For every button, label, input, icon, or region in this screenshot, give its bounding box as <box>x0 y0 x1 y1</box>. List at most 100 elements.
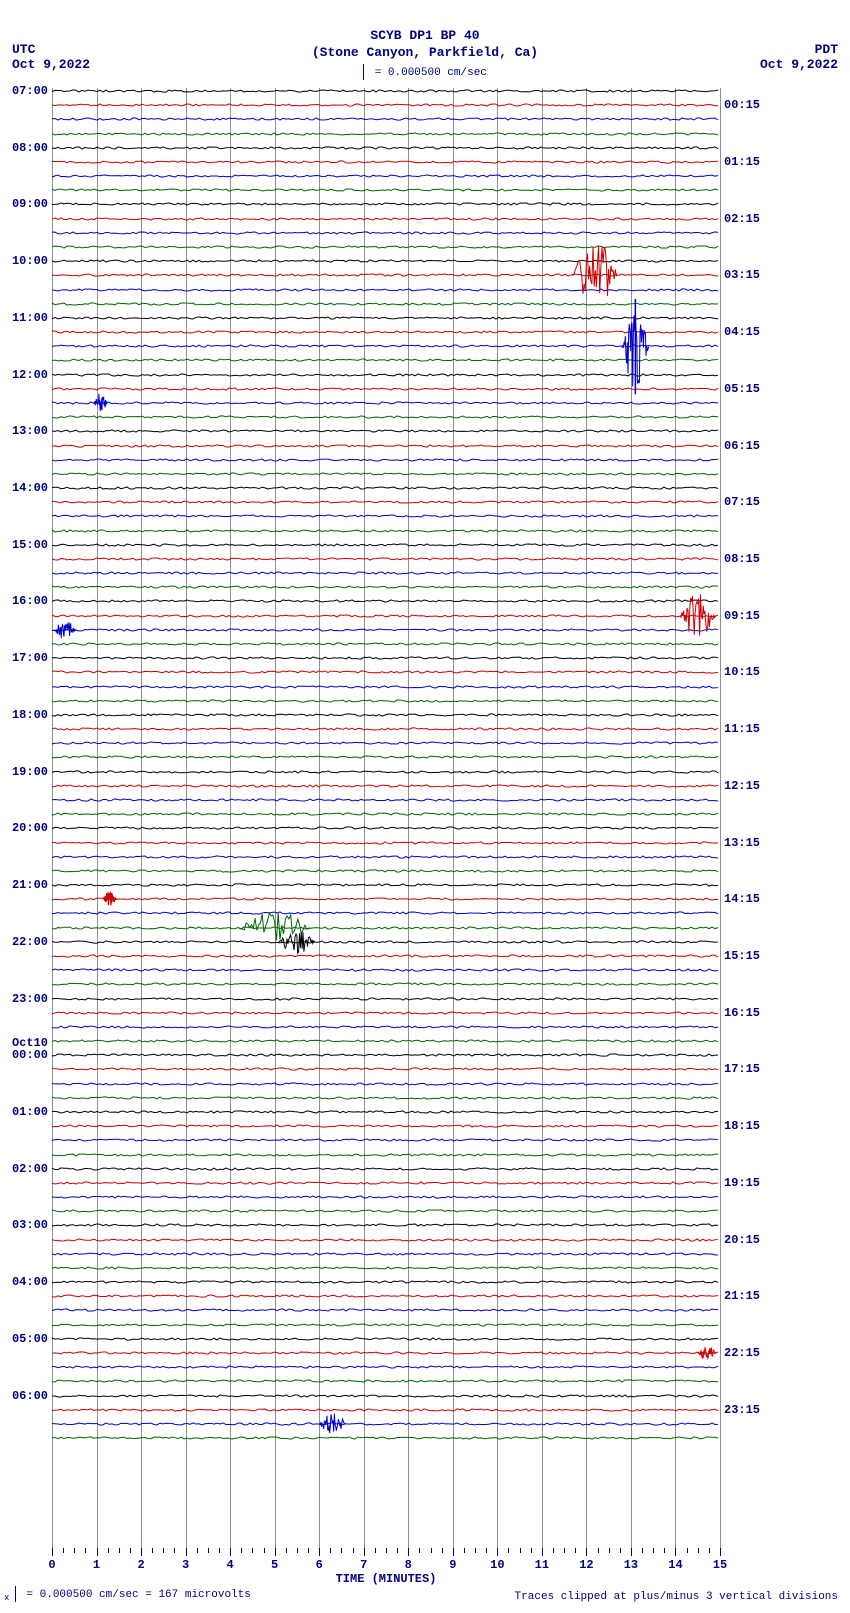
trace <box>52 87 720 95</box>
x-tick-minor <box>464 1548 465 1553</box>
trace <box>52 697 720 705</box>
x-tick-minor <box>564 1548 565 1553</box>
trace <box>52 1009 720 1017</box>
x-tick-minor <box>419 1548 420 1553</box>
seismogram-container: UTC Oct 9,2022 PDT Oct 9,2022 SCYB DP1 B… <box>0 0 850 1613</box>
trace <box>52 101 720 109</box>
utc-time-label: 20:00 <box>0 822 48 834</box>
x-tick <box>97 1548 98 1556</box>
trace <box>52 442 720 450</box>
x-tick <box>364 1548 365 1556</box>
local-time-label: 12:15 <box>724 780 772 792</box>
x-tick-minor <box>163 1548 164 1553</box>
tz-left-label: UTC <box>12 42 90 57</box>
trace <box>52 1165 720 1173</box>
trace <box>52 1250 720 1258</box>
local-time-label: 20:15 <box>724 1234 772 1246</box>
x-tick <box>453 1548 454 1556</box>
x-tick-label: 6 <box>316 1558 323 1572</box>
trace <box>52 1278 720 1286</box>
trace <box>52 626 720 634</box>
utc-time-label: 08:00 <box>0 142 48 154</box>
trace <box>52 1023 720 1031</box>
trace <box>52 995 720 1003</box>
x-tick-label: 10 <box>490 1558 504 1572</box>
tz-right-label: PDT <box>760 42 838 57</box>
utc-time-label: 23:00 <box>0 993 48 1005</box>
x-tick <box>542 1548 543 1556</box>
local-time-label: 19:15 <box>724 1177 772 1189</box>
utc-time-label: 13:00 <box>0 425 48 437</box>
utc-time-label: 10:00 <box>0 255 48 267</box>
x-tick-minor <box>397 1548 398 1553</box>
local-time-label: 17:15 <box>724 1063 772 1075</box>
local-time-label: 13:15 <box>724 837 772 849</box>
x-tick <box>497 1548 498 1556</box>
trace <box>52 668 720 676</box>
trace <box>52 399 720 407</box>
seismic-event <box>688 1340 726 1365</box>
trace <box>52 796 720 804</box>
x-tick-minor <box>341 1548 342 1553</box>
trace <box>52 456 720 464</box>
utc-time-label: 11:00 <box>0 312 48 324</box>
footer-left: x = 0.000500 cm/sec = 167 microvolts <box>4 1586 251 1603</box>
x-tick-minor <box>575 1548 576 1553</box>
trace <box>52 1151 720 1159</box>
x-tick-minor <box>353 1548 354 1553</box>
trace <box>52 1420 720 1428</box>
x-tick-minor <box>264 1548 265 1553</box>
local-time-label: 05:15 <box>724 383 772 395</box>
local-time-label: 23:15 <box>724 1404 772 1416</box>
footer-right-text: Traces clipped at plus/minus 3 vertical … <box>515 1591 838 1603</box>
trace <box>52 1094 720 1102</box>
x-tick-minor <box>620 1548 621 1553</box>
utc-time-label: 01:00 <box>0 1106 48 1118</box>
trace <box>52 1434 720 1442</box>
seismic-event <box>93 885 126 913</box>
x-tick-minor <box>108 1548 109 1553</box>
utc-time-label: 21:00 <box>0 879 48 891</box>
x-tick <box>675 1548 676 1556</box>
local-time-label: 08:15 <box>724 553 772 565</box>
trace <box>52 512 720 520</box>
trace <box>52 753 720 761</box>
local-time-label: 06:15 <box>724 440 772 452</box>
local-time-label: 09:15 <box>724 610 772 622</box>
trace <box>52 966 720 974</box>
trace <box>52 555 720 563</box>
footer-left-text: = 0.000500 cm/sec = 167 microvolts <box>26 1589 250 1601</box>
trace <box>52 1221 720 1229</box>
x-tick-minor <box>598 1548 599 1553</box>
utc-time-label: 06:00 <box>0 1390 48 1402</box>
trace <box>52 1122 720 1130</box>
grid-line <box>720 88 721 1548</box>
x-tick-minor <box>241 1548 242 1553</box>
x-tick-label: 4 <box>227 1558 234 1572</box>
x-tick-minor <box>653 1548 654 1553</box>
trace <box>52 867 720 875</box>
local-time-label: 04:15 <box>724 326 772 338</box>
x-tick <box>141 1548 142 1556</box>
x-tick-minor <box>664 1548 665 1553</box>
trace <box>52 1065 720 1073</box>
utc-time-label: 09:00 <box>0 198 48 210</box>
trace <box>52 583 720 591</box>
trace <box>52 640 720 648</box>
trace <box>52 1037 720 1045</box>
x-tick-label: 7 <box>360 1558 367 1572</box>
seismic-event <box>612 297 659 396</box>
x-tick-minor <box>197 1548 198 1553</box>
x-tick-minor <box>386 1548 387 1553</box>
x-tick-minor <box>375 1548 376 1553</box>
trace <box>52 938 720 946</box>
trace <box>52 1193 720 1201</box>
trace <box>52 569 720 577</box>
date-left-label: Oct 9,2022 <box>12 57 90 72</box>
x-tick-minor <box>152 1548 153 1553</box>
trace <box>52 654 720 662</box>
header-left: UTC Oct 9,2022 <box>12 42 90 72</box>
x-tick-minor <box>74 1548 75 1553</box>
trace <box>52 739 720 747</box>
local-time-label: 14:15 <box>724 893 772 905</box>
